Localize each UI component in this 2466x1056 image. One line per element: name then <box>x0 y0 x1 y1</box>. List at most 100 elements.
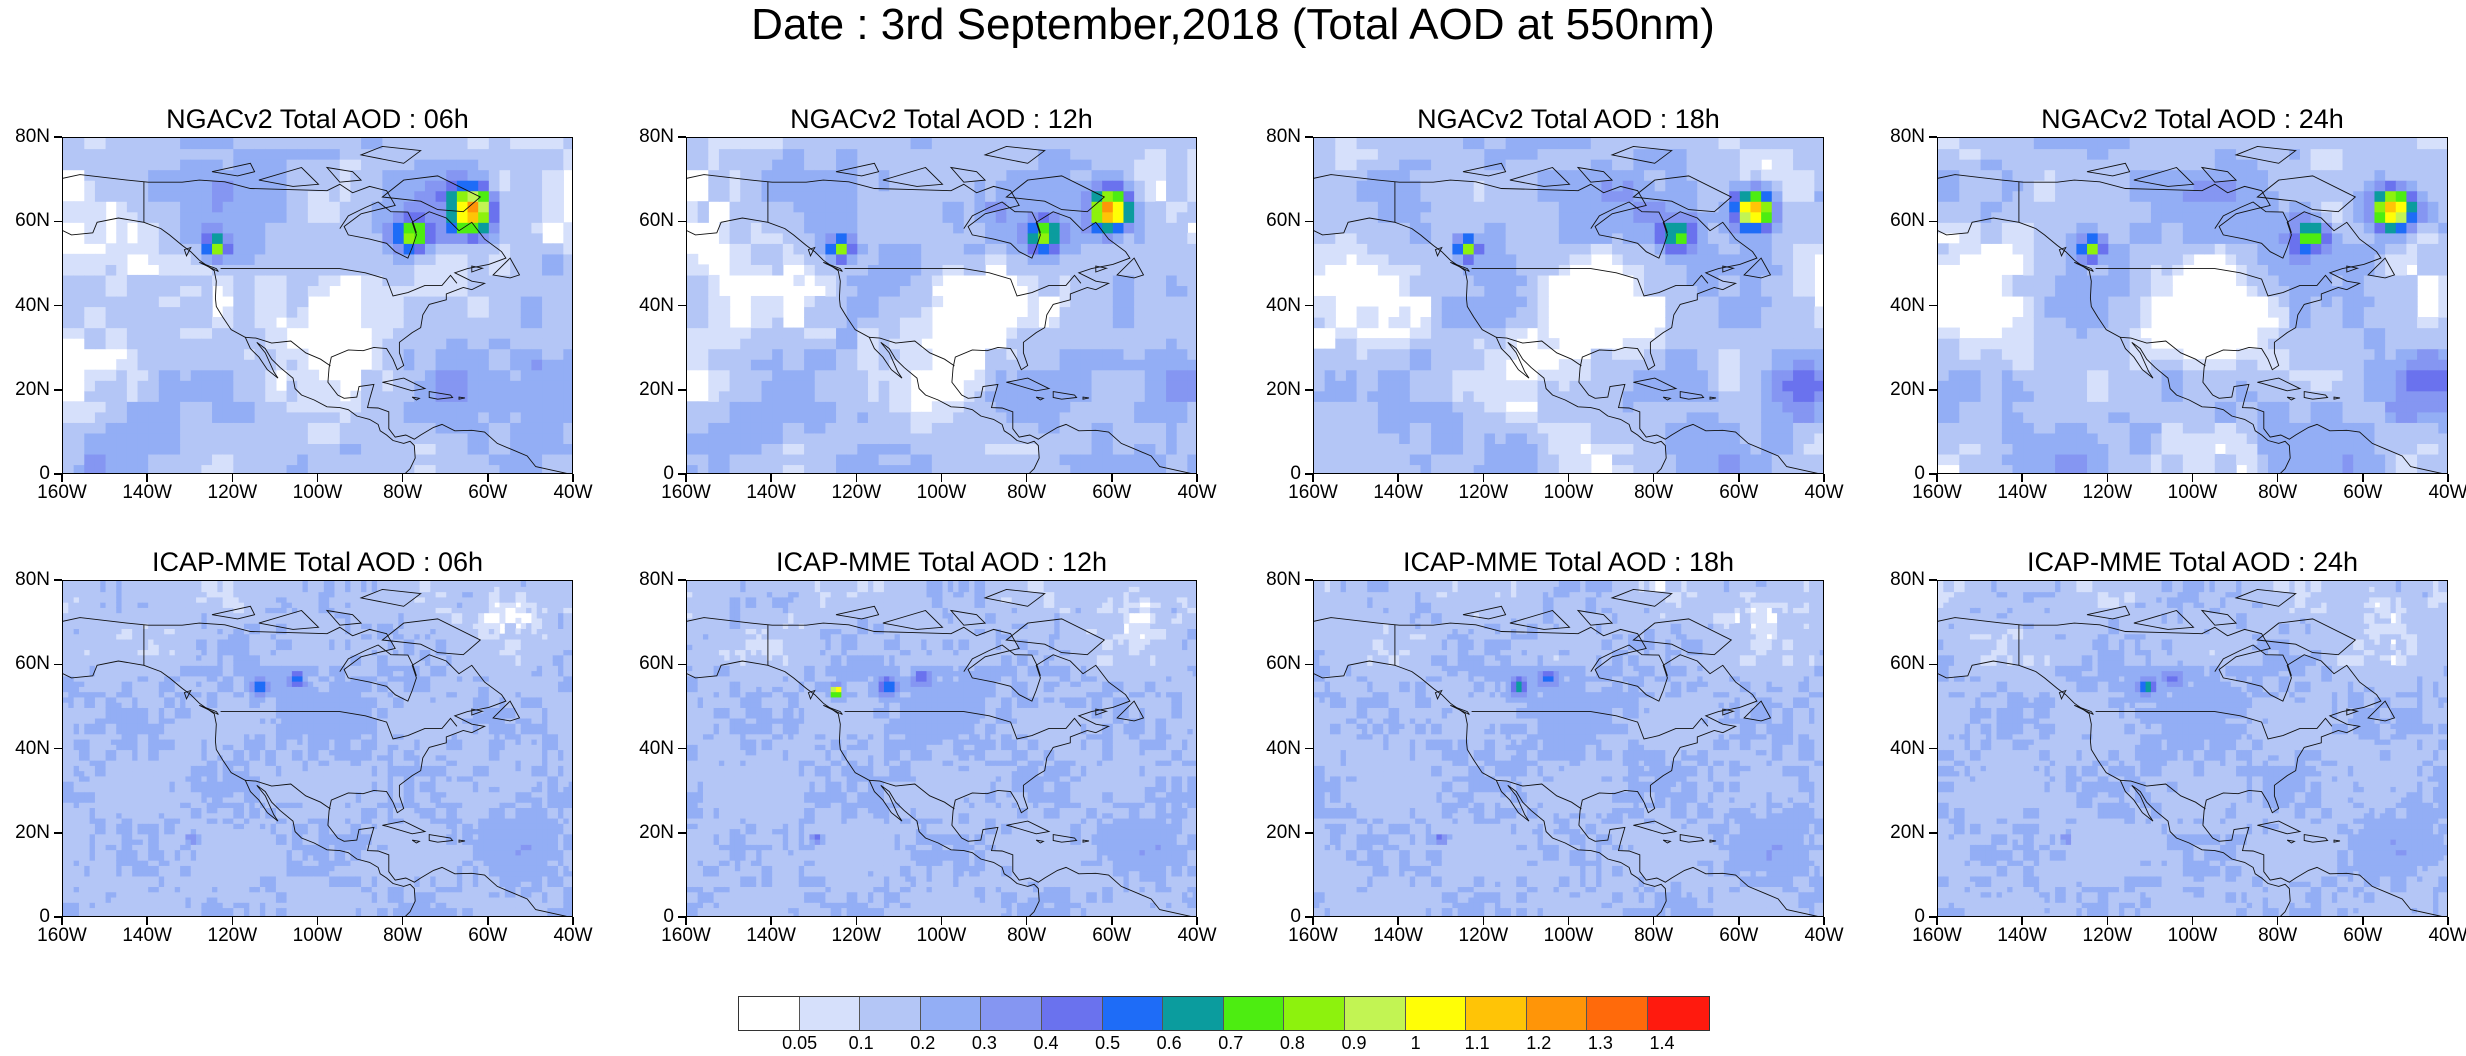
lon-tick-label: 120W <box>208 482 258 504</box>
lon-tick-mark <box>2362 917 2364 925</box>
lat-tick-label: 0 <box>1290 463 1301 485</box>
aod-map <box>1937 580 2448 917</box>
colorbar-label: 0.4 <box>1033 1033 1058 1054</box>
lon-tick-mark <box>770 474 772 482</box>
colorbar-swatch <box>1223 997 1285 1030</box>
lat-tick-label: 20N <box>15 379 50 401</box>
lon-tick-mark <box>685 474 687 482</box>
lat-tick-mark <box>1305 473 1313 475</box>
coastline <box>1938 145 2442 473</box>
lat-tick-mark <box>54 389 62 391</box>
lat-tick-mark <box>1929 220 1937 222</box>
colorbar-swatch <box>1344 997 1406 1030</box>
lon-tick-mark <box>572 474 574 482</box>
lon-tick-label: 40W <box>1177 925 1216 947</box>
lat-tick-mark <box>54 473 62 475</box>
lon-tick-mark <box>1567 474 1570 482</box>
coastline <box>687 145 1191 473</box>
lat-tick-label: 0 <box>663 463 674 485</box>
lon-tick-label: 40W <box>2428 482 2466 504</box>
lon-tick-mark <box>2191 917 2194 925</box>
lon-tick-label: 160W <box>1912 925 1962 947</box>
lat-tick-label: 80N <box>1890 126 1925 148</box>
lon-tick-mark <box>855 917 858 925</box>
lat-tick-mark <box>54 136 62 138</box>
lon-tick-label: 140W <box>122 482 172 504</box>
lat-tick-mark <box>678 220 686 222</box>
panel-title: ICAP-MME Total AOD : 12h <box>686 547 1197 577</box>
lon-tick-mark <box>1312 917 1314 925</box>
lat-tick-mark <box>1929 663 1937 665</box>
lon-tick-mark <box>1652 474 1655 482</box>
lat-tick-label: 60N <box>639 210 674 232</box>
lon-tick-mark <box>940 474 943 482</box>
lat-tick-label: 0 <box>1914 463 1925 485</box>
lat-tick-mark <box>54 579 62 581</box>
lat-tick-mark <box>1305 389 1313 391</box>
coastline <box>63 145 567 473</box>
colorbar-label: 0.7 <box>1218 1033 1243 1054</box>
colorbar-label: 1 <box>1411 1033 1421 1054</box>
lat-tick-mark <box>678 473 686 475</box>
lon-tick-label: 100W <box>2168 925 2218 947</box>
lon-tick-mark <box>401 474 404 482</box>
lat-tick-label: 40N <box>639 738 674 760</box>
panel-title: ICAP-MME Total AOD : 24h <box>1937 547 2448 577</box>
lat-tick-mark <box>678 663 686 665</box>
lat-tick-mark <box>678 747 686 750</box>
aod-map <box>62 137 573 474</box>
lat-tick-label: 0 <box>39 906 50 928</box>
lon-tick-label: 100W <box>293 482 343 504</box>
lon-tick-label: 60W <box>1092 925 1131 947</box>
aod-field <box>63 581 572 916</box>
lon-tick-label: 160W <box>661 482 711 504</box>
lat-tick-mark <box>1929 473 1937 475</box>
lon-tick-mark <box>940 917 943 925</box>
lat-tick-mark <box>1305 747 1313 750</box>
lon-tick-mark <box>2021 917 2023 925</box>
aod-field <box>687 138 1196 473</box>
colorbar-label: 1.3 <box>1588 1033 1613 1054</box>
lon-tick-label: 80W <box>2258 482 2297 504</box>
lon-tick-label: 160W <box>1288 482 1338 504</box>
panel-title: ICAP-MME Total AOD : 06h <box>62 547 573 577</box>
lat-tick-label: 60N <box>15 210 50 232</box>
aod-field <box>687 581 1196 916</box>
lat-tick-label: 0 <box>39 463 50 485</box>
lon-tick-mark <box>401 917 404 925</box>
lon-tick-label: 120W <box>208 925 258 947</box>
lon-tick-mark <box>770 917 772 925</box>
lon-tick-label: 80W <box>1007 482 1046 504</box>
lat-tick-mark <box>1305 832 1313 834</box>
colorbar-label: 0.3 <box>972 1033 997 1054</box>
lat-tick-label: 0 <box>663 906 674 928</box>
lon-tick-mark <box>1482 917 1485 925</box>
lat-tick-label: 20N <box>1266 822 1301 844</box>
lon-tick-label: 120W <box>1459 925 1509 947</box>
lon-tick-mark <box>61 917 63 925</box>
lat-tick-mark <box>54 220 62 222</box>
lon-tick-mark <box>146 917 148 925</box>
lat-tick-mark <box>54 747 62 750</box>
lon-tick-mark <box>1025 917 1028 925</box>
lon-tick-mark <box>487 474 489 482</box>
lat-tick-mark <box>1929 304 1937 307</box>
lon-tick-mark <box>2191 474 2194 482</box>
lon-tick-mark <box>1482 474 1485 482</box>
panel-title: NGACv2 Total AOD : 06h <box>62 104 573 134</box>
lon-tick-mark <box>685 917 687 925</box>
lat-tick-mark <box>54 304 62 307</box>
lon-tick-label: 160W <box>1288 925 1338 947</box>
lon-tick-label: 160W <box>661 925 711 947</box>
lon-tick-label: 140W <box>122 925 172 947</box>
colorbar-swatch <box>1405 997 1467 1030</box>
panel-title: NGACv2 Total AOD : 24h <box>1937 104 2448 134</box>
lon-tick-label: 140W <box>1997 925 2047 947</box>
lat-tick-mark <box>1305 916 1313 918</box>
lat-tick-mark <box>678 579 686 581</box>
lon-tick-label: 60W <box>468 925 507 947</box>
lat-tick-mark <box>54 916 62 918</box>
lon-tick-mark <box>1936 917 1938 925</box>
colorbar-label: 0.8 <box>1280 1033 1305 1054</box>
lon-tick-mark <box>572 917 574 925</box>
